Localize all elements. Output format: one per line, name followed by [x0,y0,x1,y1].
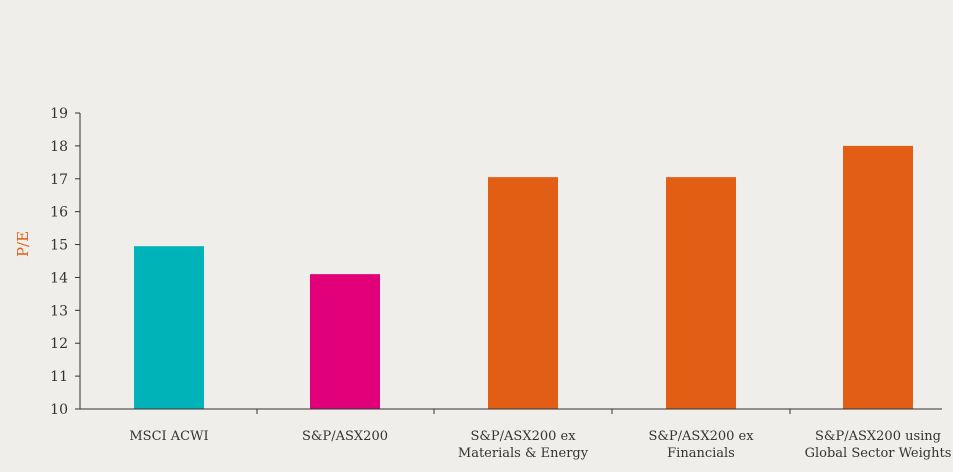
bars [134,145,913,409]
y-tick-label: 18 [50,139,68,155]
y-tick-label: 17 [50,172,68,188]
bar [666,177,736,409]
bar [310,274,380,409]
x-tick-label: S&P/ASX200 [302,429,388,444]
y-tick-label: 19 [50,106,68,122]
x-tick-label: S&P/ASX200 using [815,429,941,444]
x-axis-ticks: MSCI ACWI S&P/ASX200 S&P/ASX200 ex Material… [129,409,951,461]
bar [843,145,913,409]
y-tick-label: 16 [50,205,68,221]
x-tick-label: Global Sector Weights [805,446,952,461]
y-axis-label: P/E [14,231,32,257]
y-tick-label: 12 [50,336,68,352]
y-axis-ticks: 10 11 12 13 14 15 16 17 18 19 [50,106,80,418]
x-tick-label: MSCI ACWI [129,429,208,444]
x-tick-label: Materials & Energy [458,446,589,461]
bar [488,177,558,409]
axes [79,113,942,410]
y-tick-label: 13 [50,303,68,319]
x-tick-label: S&P/ASX200 ex [470,429,576,444]
y-tick-label: 11 [50,369,68,385]
bar [134,246,204,409]
x-tick-label: Financials [667,446,735,461]
y-tick-label: 14 [50,270,68,286]
x-tick-label: S&P/ASX200 ex [648,429,754,444]
y-tick-label: 15 [50,238,68,254]
y-tick-label: 10 [50,402,68,418]
